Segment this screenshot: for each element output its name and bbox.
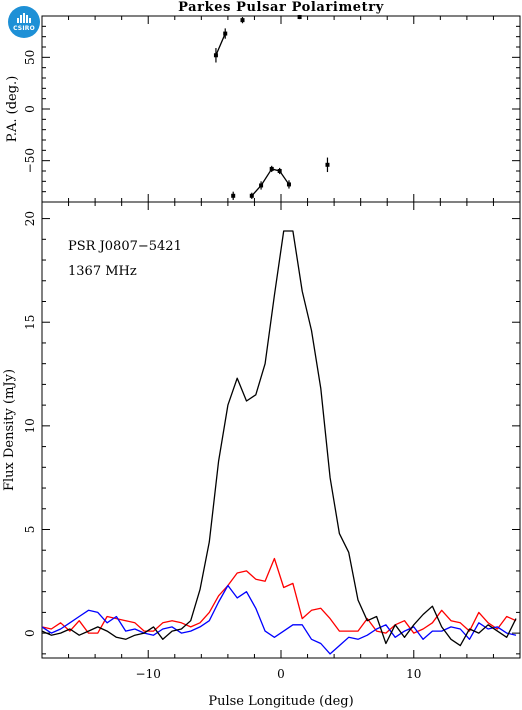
flux-y-tick-label: 0 (23, 629, 37, 637)
flux-x-tick-label: −10 (136, 667, 161, 681)
pa-point (223, 28, 228, 39)
flux-y-axis-label: Flux Density (mJy) (2, 369, 17, 491)
csiro-logo-text: CSIRO (13, 25, 35, 32)
circular-polarization-line (41, 584, 517, 655)
pa-segment (260, 168, 273, 186)
pa-axis-ticks: −50 0 50 (23, 16, 520, 202)
frequency-annotation: 1367 MHz (68, 264, 137, 279)
flux-y-tick-label: 15 (23, 315, 37, 330)
csiro-logo: CSIRO (8, 6, 40, 38)
pa-marker (325, 162, 330, 167)
pa-point (231, 191, 236, 200)
pa-marker (231, 193, 236, 198)
pa-marker (240, 18, 245, 23)
pa-point (325, 157, 330, 173)
csiro-logo-icon (17, 13, 31, 23)
pa-point (269, 165, 274, 173)
pa-marker (259, 183, 264, 188)
flux-series (41, 230, 517, 655)
flux-y-tick-label: 20 (23, 211, 37, 226)
pa-marker (249, 193, 254, 198)
position-angle-panel: −50 0 50 P.A. (deg.) (5, 14, 521, 203)
total-intensity-line (41, 230, 517, 647)
flux-axis-ticks: 0 5 10 15 20 −10 0 10 (23, 202, 520, 681)
pa-marker (277, 169, 282, 173)
pa-y-axis-label: P.A. (deg.) (5, 76, 20, 143)
flux-y-tick-label: 5 (23, 526, 37, 534)
pa-point (249, 192, 254, 199)
pa-marker (223, 31, 228, 36)
pa-point (277, 167, 282, 175)
chart-title: Parkes Pulsar Polarimetry (178, 0, 384, 15)
pa-y-tick-label: 50 (23, 50, 37, 65)
pa-segment (279, 170, 290, 185)
pa-segment (215, 33, 226, 56)
linear-polarization-line (41, 557, 517, 634)
pa-point (213, 48, 218, 63)
pa-marker (213, 53, 218, 58)
flux-x-tick-label: 10 (406, 667, 421, 681)
pa-point (297, 14, 302, 20)
pulsar-name-annotation: PSR J0807−5421 (68, 239, 182, 254)
pa-point (286, 180, 291, 189)
pa-frame (41, 15, 521, 203)
pa-point (259, 181, 264, 190)
flux-x-tick-label: 0 (277, 667, 285, 681)
pa-marker (297, 15, 302, 20)
pa-point (240, 17, 245, 24)
flux-density-panel: 0 5 10 15 20 −10 0 10 PSR J0807−5421 1367 MHz F… (2, 201, 521, 709)
pa-y-tick-label: 0 (23, 105, 37, 113)
flux-x-axis-label: Pulse Longitude (deg) (208, 694, 353, 709)
pa-y-tick-label: −50 (23, 148, 37, 173)
flux-y-tick-label: 10 (23, 418, 37, 433)
pa-marker (286, 182, 291, 187)
pa-points (213, 14, 330, 200)
pa-marker (269, 166, 274, 171)
